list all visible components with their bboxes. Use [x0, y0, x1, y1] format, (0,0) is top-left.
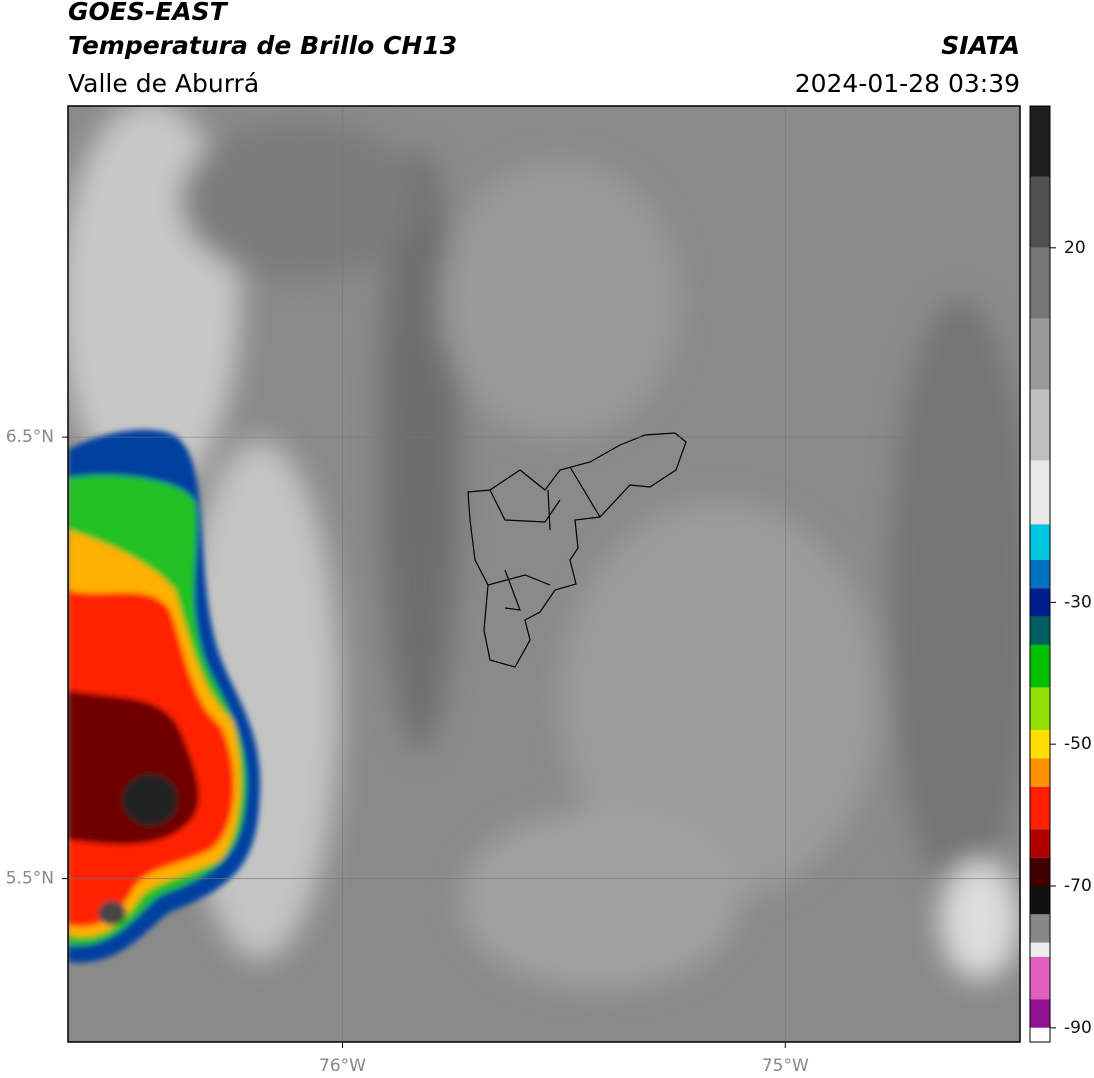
colorbar-band [1030, 1027, 1050, 1042]
graticule: 76°W 75°W 6.5°N 5.5°N [6, 106, 1020, 1076]
x-tick-label: 75°W [762, 1056, 809, 1076]
colorbar-band [1030, 914, 1050, 943]
title: GOES-EAST [68, 0, 229, 26]
datetime: 2024-01-28 03:39 [795, 69, 1020, 98]
colorbar-band [1030, 857, 1050, 886]
colorbar-band [1030, 524, 1050, 560]
colorbar-band [1030, 389, 1050, 461]
colorbar-band [1030, 687, 1050, 730]
colorbar-tick-label: -50 [1064, 734, 1092, 754]
colorbar-tick-label: 20 [1064, 238, 1086, 258]
imagery [68, 106, 1020, 1042]
colorbar-band [1030, 730, 1050, 759]
colorbar-band [1030, 786, 1050, 830]
colorbar-band [1030, 942, 1050, 957]
colorbar-tick-label: -30 [1064, 592, 1092, 612]
colorbar-frame [1029, 105, 1051, 1043]
colorbar-band [1030, 318, 1050, 390]
colorbar-band [1030, 559, 1050, 589]
colorbar-band [1030, 829, 1050, 858]
colorbar-band [1030, 460, 1050, 525]
x-tick-label: 76°W [319, 1056, 366, 1076]
colorbar-band [1030, 247, 1050, 319]
region: Valle de Aburrá [68, 69, 259, 98]
subtitle: Temperatura de Brillo CH13 [68, 31, 457, 60]
colorbar-band [1030, 176, 1050, 248]
colorbar-band [1030, 999, 1050, 1028]
colorbar: 20 -30 -50 -70 -90 [1030, 106, 1092, 1042]
map-frame [67, 105, 1021, 1043]
colorbar-band [1030, 886, 1050, 915]
colorbar-band [1030, 588, 1050, 617]
colorbar-band [1030, 644, 1050, 688]
source: SIATA [941, 31, 1020, 60]
colorbar-tick-label: -70 [1064, 876, 1092, 896]
colorbar-band [1030, 758, 1050, 787]
colorbar-band [1030, 956, 1050, 1000]
y-tick-label: 5.5°N [6, 869, 54, 889]
colorbar-band [1030, 106, 1050, 177]
colorbar-band [1030, 616, 1050, 645]
colorbar-tick-label: -90 [1064, 1018, 1092, 1038]
y-tick-label: 6.5°N [6, 427, 54, 447]
